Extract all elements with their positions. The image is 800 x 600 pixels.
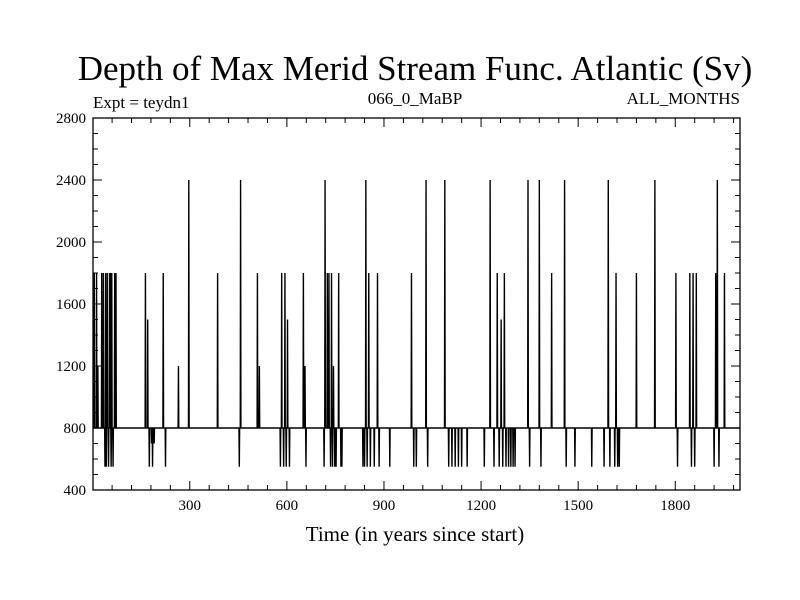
- series-line: [93, 179, 740, 467]
- y-tick-label: 400: [64, 483, 87, 499]
- y-tick-label: 800: [64, 421, 87, 437]
- x-tick-label: 300: [179, 498, 202, 514]
- y-tick-label: 2400: [56, 173, 86, 189]
- months-label: ALL_MONTHS: [627, 89, 740, 108]
- y-tick-label: 1600: [56, 297, 86, 313]
- chart-title: Depth of Max Merid Stream Func. Atlantic…: [78, 49, 753, 88]
- y-tick-label: 1200: [56, 359, 86, 375]
- x-tick-label: 900: [373, 498, 396, 514]
- x-tick-label: 1800: [660, 498, 690, 514]
- y-tick-label: 2800: [56, 111, 86, 127]
- experiment-label: Expt = teydn1: [93, 93, 189, 112]
- x-axis-label: Time (in years since start): [306, 522, 525, 546]
- x-tick-label: 600: [276, 498, 299, 514]
- y-tick-label: 2000: [56, 235, 86, 251]
- x-tick-label: 1500: [563, 498, 593, 514]
- plot-area: 400 800 1200 1600 2000 2400 2800 300 600 900 1200 1…: [56, 111, 741, 514]
- x-tick-label: 1200: [466, 498, 496, 514]
- period-label: 066_0_MaBP: [368, 89, 462, 108]
